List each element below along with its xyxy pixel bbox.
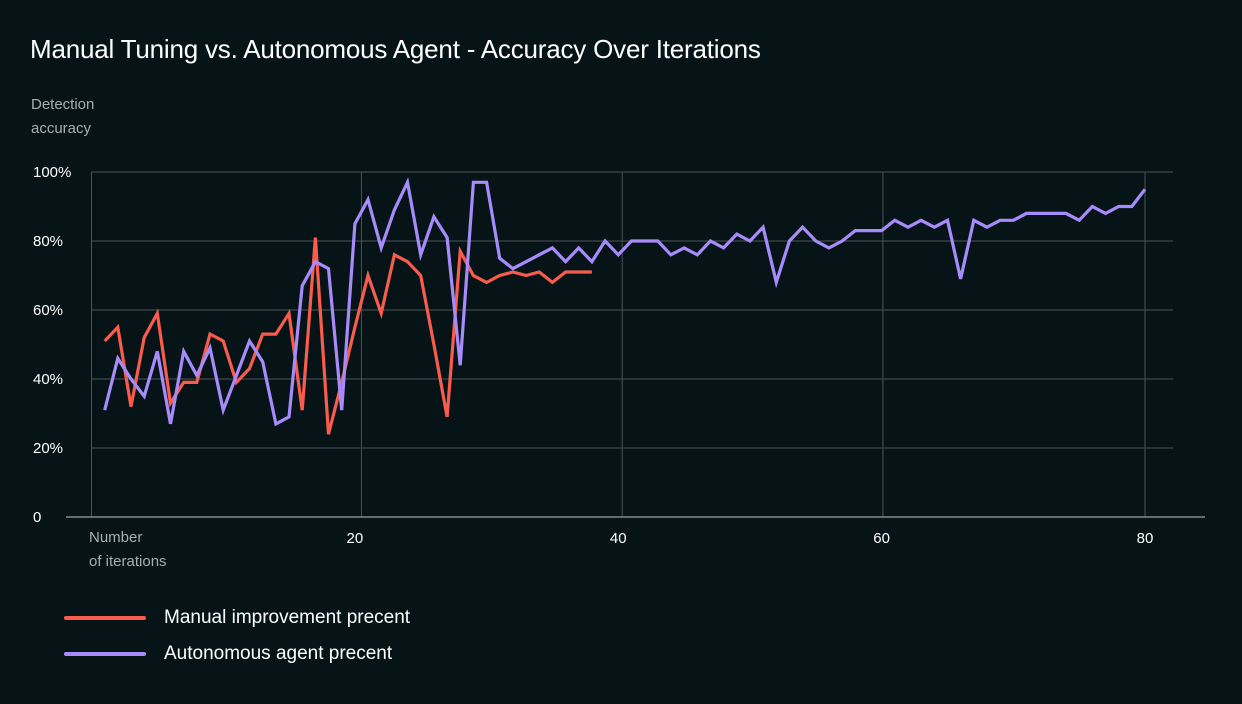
legend: Manual improvement precent Autonomous ag… xyxy=(64,600,410,672)
tick-label-layer: 0 20% 40% 60% 80% 100% 20 40 60 80 xyxy=(33,164,1153,547)
x-axis-label-line-1: Number xyxy=(89,529,143,546)
x-tick-label: 20 xyxy=(347,530,364,547)
legend-swatch-autonomous xyxy=(64,652,146,656)
legend-swatch-manual xyxy=(64,616,146,620)
x-axis-label-line-2: of iterations xyxy=(89,553,167,570)
x-axis-label: Number of iterations xyxy=(89,526,199,574)
y-tick-label: 100% xyxy=(33,164,71,181)
y-tick-label: 20% xyxy=(33,440,63,457)
legend-item-autonomous[interactable]: Autonomous agent precent xyxy=(64,636,410,672)
series-line-manual[interactable] xyxy=(103,237,592,435)
x-tick-label: 80 xyxy=(1137,530,1154,547)
grid-layer xyxy=(66,171,1205,518)
y-tick-label: 0 xyxy=(33,509,41,526)
y-axis-label: Detection accuracy xyxy=(31,93,141,141)
y-axis-label-line-1: Detection xyxy=(31,96,95,113)
y-tick-label: 80% xyxy=(33,233,63,250)
legend-label-manual: Manual improvement precent xyxy=(164,607,411,628)
series-layer xyxy=(103,177,1147,435)
x-tick-label: 60 xyxy=(873,530,890,547)
legend-label-autonomous: Autonomous agent precent xyxy=(164,643,393,664)
series-line-autonomous[interactable] xyxy=(103,177,1147,427)
y-tick-label: 60% xyxy=(33,302,63,319)
y-tick-label: 40% xyxy=(33,371,63,388)
y-axis-label-line-2: accuracy xyxy=(31,120,92,137)
legend-item-manual[interactable]: Manual improvement precent xyxy=(64,600,410,636)
x-tick-label: 40 xyxy=(610,530,627,547)
chart-title: Manual Tuning vs. Autonomous Agent - Acc… xyxy=(30,34,761,64)
